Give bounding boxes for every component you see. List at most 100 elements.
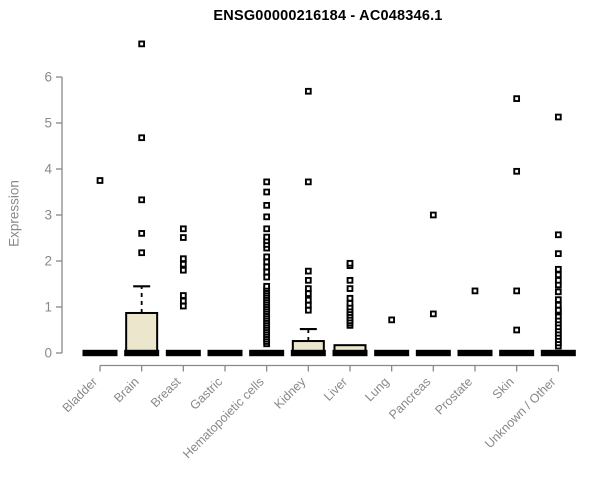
- y-axis-label: Expression: [6, 180, 22, 247]
- y-tick-label: 4: [44, 162, 52, 177]
- median-bar: [165, 349, 201, 357]
- y-tick-label: 3: [44, 208, 52, 223]
- outlier-point: [554, 250, 562, 257]
- outlier-point: [554, 265, 562, 273]
- box-group-hematopoietic-cells: [249, 178, 285, 357]
- y-tick-label: 2: [44, 254, 52, 269]
- x-tick-label-skin: Skin: [490, 375, 517, 402]
- box-group-brain: [124, 40, 160, 357]
- x-tick-label-hematopoietic-cells: Hematopoietic cells: [180, 375, 267, 462]
- outlier-point: [304, 276, 312, 284]
- outlier-point: [388, 316, 396, 324]
- box-group-skin: [499, 95, 535, 357]
- outlier-point: [513, 167, 521, 175]
- outlier-point: [263, 213, 271, 221]
- x-tick-label-unknown-other: Unknown / Other: [482, 375, 558, 451]
- box-group-liver: [332, 259, 368, 357]
- x-tick-label-lung: Lung: [362, 375, 392, 405]
- outlier-point: [429, 211, 437, 219]
- median-bar: [290, 349, 326, 357]
- outlier-point: [304, 178, 312, 186]
- median-bar: [499, 349, 535, 357]
- median-bar: [457, 349, 493, 357]
- outlier-point: [138, 134, 146, 142]
- outlier-point: [346, 259, 354, 267]
- median-bar: [124, 349, 160, 357]
- outlier-point: [263, 233, 271, 241]
- outlier-point: [554, 271, 562, 279]
- outlier-point: [304, 290, 312, 298]
- outlier-point: [346, 299, 354, 307]
- outlier-point: [179, 297, 187, 305]
- outlier-point: [179, 255, 187, 263]
- outlier-point: [179, 292, 187, 299]
- outlier-point: [179, 266, 187, 274]
- x-tick-label-breast: Breast: [148, 374, 184, 410]
- median-bar: [207, 349, 243, 357]
- outlier-point: [429, 310, 437, 318]
- outlier-point: [554, 113, 562, 121]
- x-tick-label-prostate: Prostate: [432, 375, 475, 418]
- box-group-gastric: [207, 349, 243, 357]
- outlier-point: [263, 201, 271, 209]
- x-tick-label-brain: Brain: [111, 375, 142, 406]
- outlier-point: [263, 273, 271, 281]
- outlier-point: [179, 234, 187, 241]
- outlier-point: [263, 188, 271, 196]
- box-group-pancreas: [415, 211, 451, 357]
- x-tick-label-pancreas: Pancreas: [386, 375, 433, 422]
- outlier-point: [513, 95, 521, 102]
- outlier-point: [263, 225, 271, 233]
- outlier-point: [304, 301, 312, 309]
- y-tick-label: 0: [44, 346, 52, 361]
- outlier-point: [179, 260, 187, 268]
- outlier-point: [263, 178, 271, 186]
- median-bar: [332, 349, 368, 357]
- outlier-point: [346, 285, 354, 292]
- box-group-breast: [165, 225, 201, 357]
- outlier-point: [554, 276, 562, 284]
- y-tick-label: 6: [44, 70, 52, 85]
- outlier-point: [138, 249, 146, 257]
- outlier-point: [263, 282, 271, 290]
- median-bar: [374, 349, 410, 357]
- outlier-point: [554, 306, 562, 314]
- outlier-point: [304, 296, 312, 304]
- box-group-kidney: [290, 87, 326, 357]
- y-tick-label: 5: [44, 116, 52, 131]
- outlier-point: [471, 287, 479, 295]
- outlier-point: [263, 268, 271, 276]
- outlier-point: [96, 177, 104, 184]
- x-tick-label-kidney: Kidney: [272, 374, 309, 411]
- outlier-point: [346, 276, 354, 284]
- outlier-point: [554, 231, 562, 239]
- x-tick-label-gastric: Gastric: [187, 375, 225, 413]
- median-bar: [249, 349, 285, 357]
- median-bar: [540, 349, 576, 357]
- y-tick-label: 1: [44, 300, 52, 315]
- median-bar: [82, 349, 118, 357]
- outlier-point: [138, 230, 146, 237]
- outlier-point: [513, 287, 521, 295]
- outlier-point: [304, 267, 312, 275]
- x-tick-label-bladder: Bladder: [60, 375, 100, 415]
- box-group-bladder: [82, 177, 118, 357]
- outlier-point: [263, 263, 271, 271]
- outlier-point: [138, 40, 146, 48]
- outlier-point: [304, 285, 312, 292]
- outlier-point: [304, 306, 312, 314]
- box-group-unknown-other: [540, 113, 576, 357]
- outlier-point: [138, 196, 146, 204]
- outlier-point: [179, 302, 187, 310]
- outlier-point: [554, 301, 562, 309]
- median-bar: [415, 349, 451, 357]
- outlier-point: [513, 326, 521, 334]
- chart-title: ENSG00000216184 - AC048346.1: [213, 8, 443, 24]
- outlier-point: [554, 296, 562, 303]
- x-tick-label-liver: Liver: [321, 375, 350, 404]
- outlier-point: [304, 87, 312, 95]
- box-group-lung: [374, 316, 410, 357]
- outlier-point: [554, 288, 562, 296]
